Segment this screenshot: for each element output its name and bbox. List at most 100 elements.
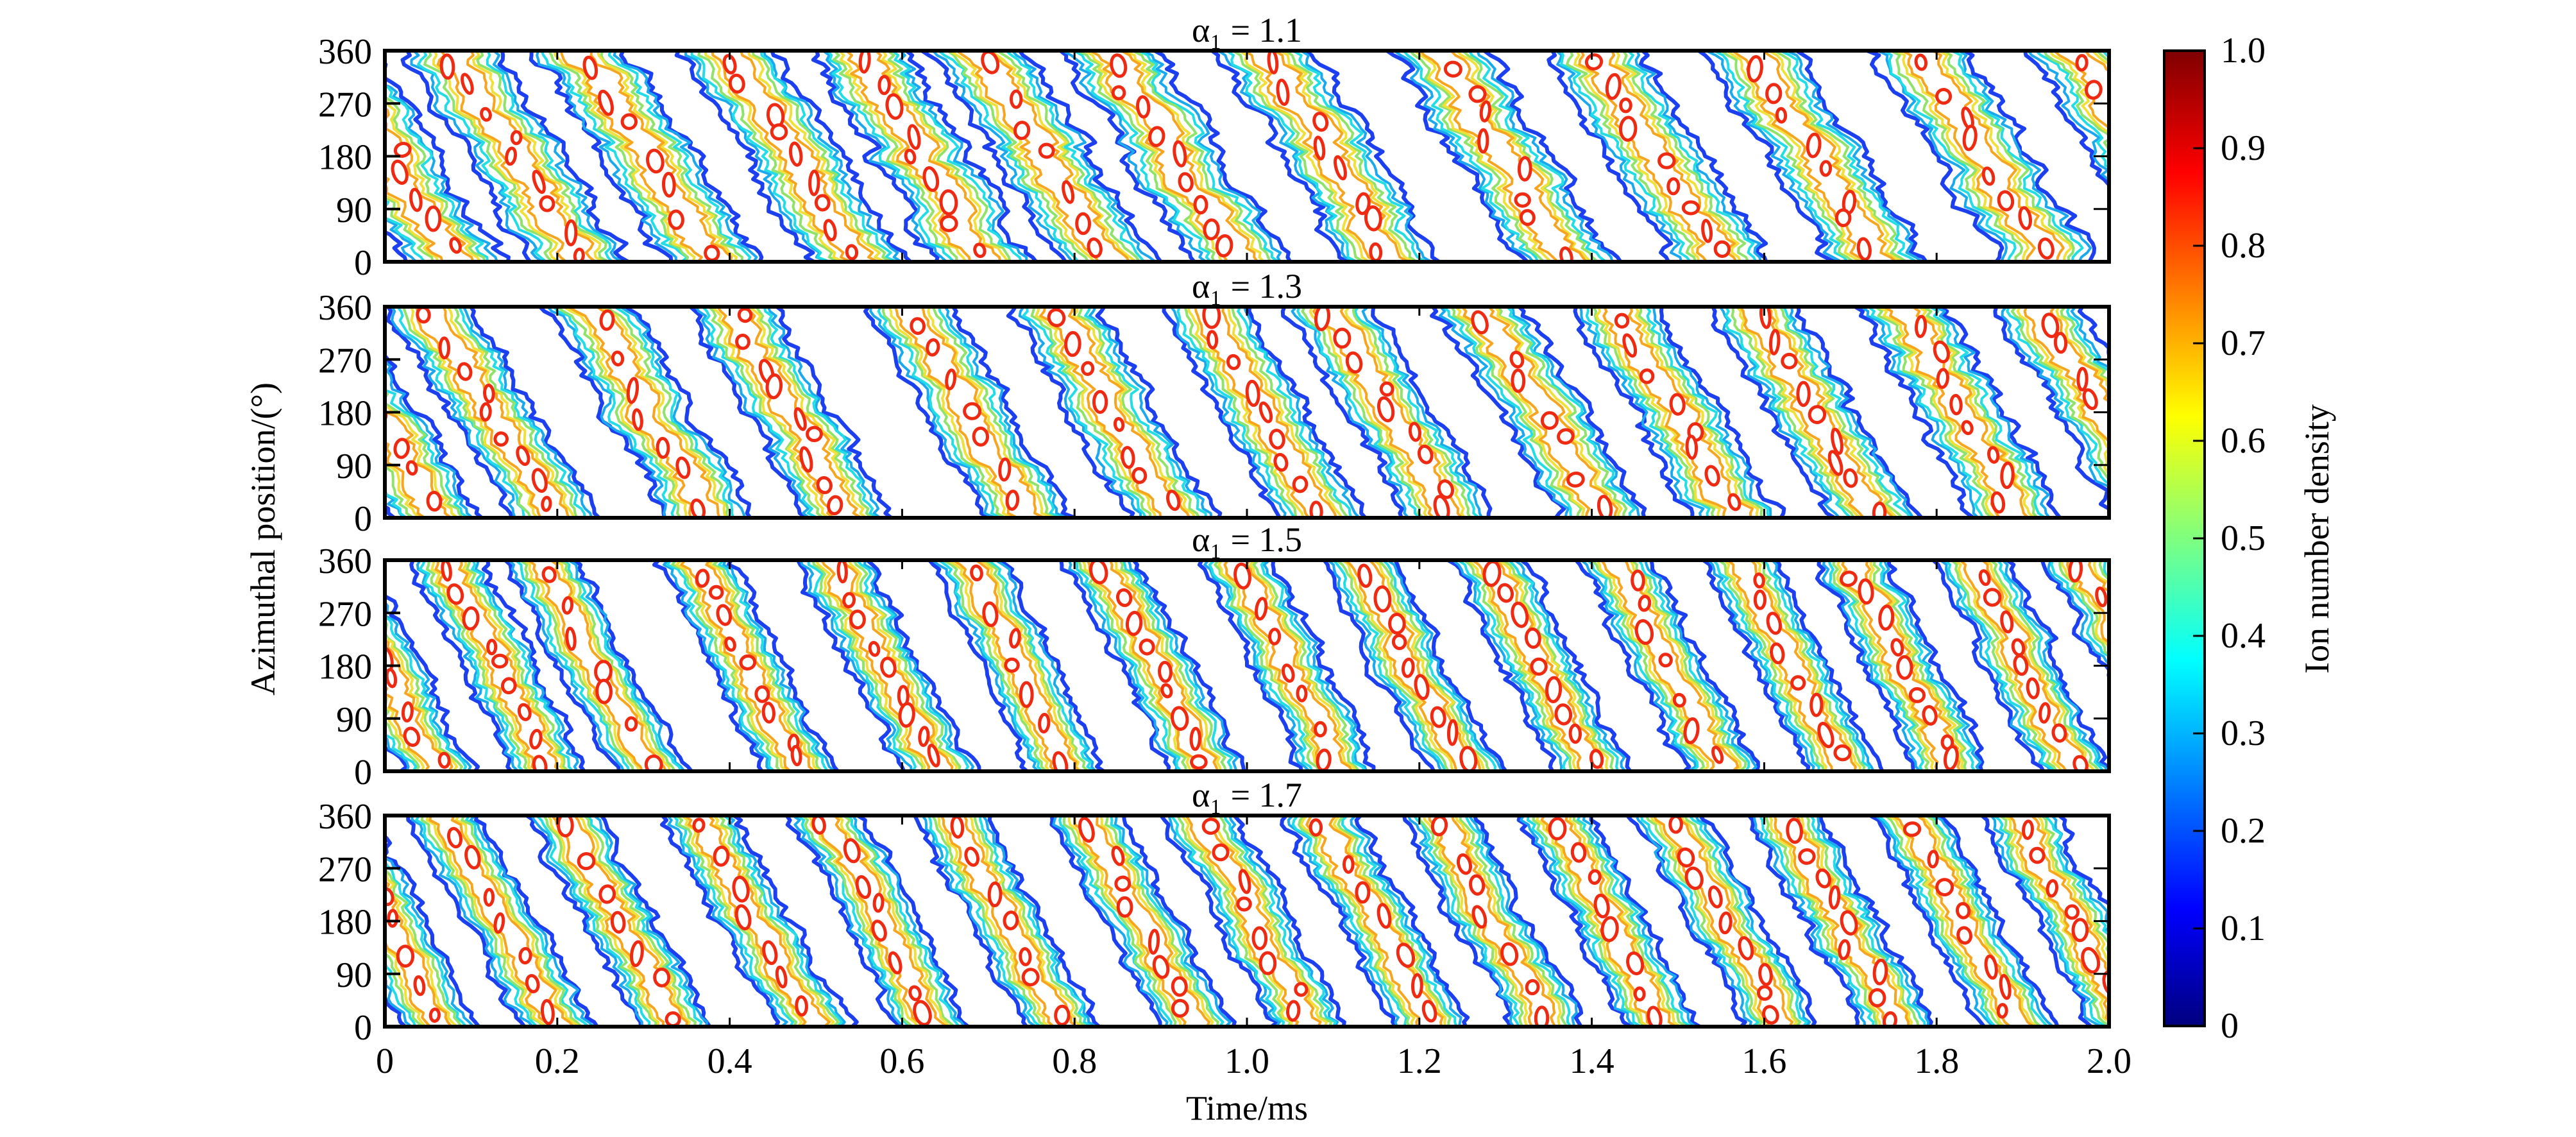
contour-level-0.3: [546, 307, 747, 518]
density-peak-contour: [972, 426, 990, 447]
density-peak-contour: [913, 1000, 932, 1027]
contour-level-0.4: [1867, 307, 2047, 518]
density-peak-contour: [1668, 816, 1683, 834]
density-peak-contour: [1647, 1005, 1663, 1027]
density-peak-contour: [1396, 943, 1416, 968]
spoke-band: [927, 560, 1106, 771]
contour-level-0.3: [663, 560, 836, 771]
density-peak-contour: [724, 636, 736, 652]
density-peak-contour: [1534, 1005, 1550, 1027]
density-peak-contour: [1943, 744, 1959, 771]
density-peak-contour: [2068, 560, 2083, 583]
contour-level-0.2: [1979, 816, 2109, 1027]
contour-level-0.4: [1827, 560, 1976, 771]
density-peak-contour: [1064, 330, 1081, 357]
density-peak-contour: [737, 307, 753, 323]
contour-level-0.4: [1170, 816, 1337, 1027]
density-peak-contour: [1114, 875, 1131, 892]
density-peak-contour: [1557, 428, 1575, 445]
contour-level-0.2: [913, 816, 1101, 1027]
density-peak-contour: [1417, 444, 1434, 465]
spoke-band: [385, 61, 511, 262]
density-peak-contour: [1121, 446, 1135, 469]
density-peak-contour: [845, 244, 859, 261]
y-tick-label: 180: [318, 903, 372, 943]
density-peak-contour: [1193, 194, 1208, 215]
density-peak-contour: [799, 446, 813, 473]
density-peak-contour: [1775, 107, 1788, 124]
spoke-band: [1993, 307, 2109, 518]
contour-level-0.2: [863, 307, 1078, 518]
contour-level-0.6: [385, 870, 459, 1027]
density-peak-contour: [1605, 73, 1622, 100]
spoke-band: [1385, 51, 1623, 262]
density-peak-contour: [1471, 310, 1489, 335]
density-peak-contour: [1500, 942, 1519, 966]
density-peak-contour: [2075, 54, 2089, 72]
density-peak-contour: [888, 951, 902, 975]
contour-level-0.5: [402, 307, 579, 518]
contour-level-0.7: [716, 307, 863, 518]
contour-level-0.5: [1566, 51, 1750, 262]
density-peak-contour: [1333, 327, 1352, 349]
density-peak-contour: [1111, 846, 1125, 866]
density-peak-contour: [1806, 132, 1822, 158]
colorbar-tick-label: 0.7: [2221, 323, 2266, 363]
density-peak-contour: [1443, 60, 1462, 78]
density-peak-contour: [1236, 896, 1252, 912]
density-peak-contour: [1701, 219, 1713, 243]
density-peak-contour: [1554, 703, 1573, 726]
contour-level-0.6: [1768, 816, 1913, 1027]
density-peak-contour: [1914, 53, 1928, 71]
contour-level-0.2: [1210, 51, 1441, 262]
contour-level-0.6: [1573, 51, 1742, 262]
density-peak-contour: [493, 431, 509, 447]
contour-level-0.2: [1006, 307, 1223, 518]
contour-level-0.3: [1326, 560, 1504, 771]
density-peak-contour: [1047, 308, 1066, 327]
density-peak-contour: [540, 998, 555, 1025]
density-peak-contour: [1511, 601, 1529, 628]
density-peak-contour: [461, 73, 474, 95]
density-peak-contour: [2076, 366, 2089, 391]
contour-level-0.2: [1853, 307, 2062, 518]
contour-level-0.5: [942, 560, 1090, 771]
contour-level-0.7: [1578, 51, 1738, 262]
colorbar-tick-label: 0.3: [2221, 714, 2266, 753]
density-peak-contour: [525, 973, 540, 994]
contour-level-0.2: [1446, 560, 1632, 771]
density-peak-contour: [1704, 465, 1720, 487]
contour-level-0.2: [659, 816, 859, 1027]
contour-level-0.3: [507, 560, 686, 771]
contour-level-0.4: [1993, 816, 2109, 1027]
density-peak-contour: [1765, 83, 1783, 105]
density-peak-contour: [1956, 926, 1973, 945]
spoke-band: [1747, 816, 1933, 1027]
density-peak-contour: [2118, 135, 2130, 148]
contour-level-0.2: [1430, 307, 1647, 518]
contour-level-0.6: [2048, 51, 2109, 146]
y-tick-label: 90: [336, 447, 372, 486]
density-peak-contour: [1296, 685, 1308, 703]
density-peak-contour: [1190, 754, 1208, 770]
contour-level-0.4: [1586, 560, 1750, 771]
colorbar: 0 0.1 0.2 0.3 0.4 0.5 0.6 0.7 0.8 0.9 1.0 Ion numb…: [2163, 31, 2336, 1046]
spoke-band: [1701, 560, 1885, 771]
density-peak-contour: [1345, 351, 1363, 374]
contour-level-0.2: [409, 560, 587, 771]
density-peak-contour: [1430, 816, 1448, 837]
contour-level-0.5: [1298, 816, 1452, 1027]
density-peak-contour: [675, 456, 691, 479]
plot-area: [385, 51, 2130, 262]
spoke-band: [1059, 560, 1246, 771]
density-peak-contour: [793, 407, 807, 431]
contour-level-0.5: [1214, 560, 1360, 771]
density-peak-contour: [599, 309, 615, 331]
density-peak-contour: [1125, 610, 1143, 637]
density-peak-contour: [644, 754, 663, 771]
contour-level-0.5: [1409, 51, 1599, 262]
density-peak-contour: [1927, 850, 1939, 869]
contour-level-0.3: [799, 560, 974, 771]
contour-level-0.4: [1758, 816, 1926, 1027]
